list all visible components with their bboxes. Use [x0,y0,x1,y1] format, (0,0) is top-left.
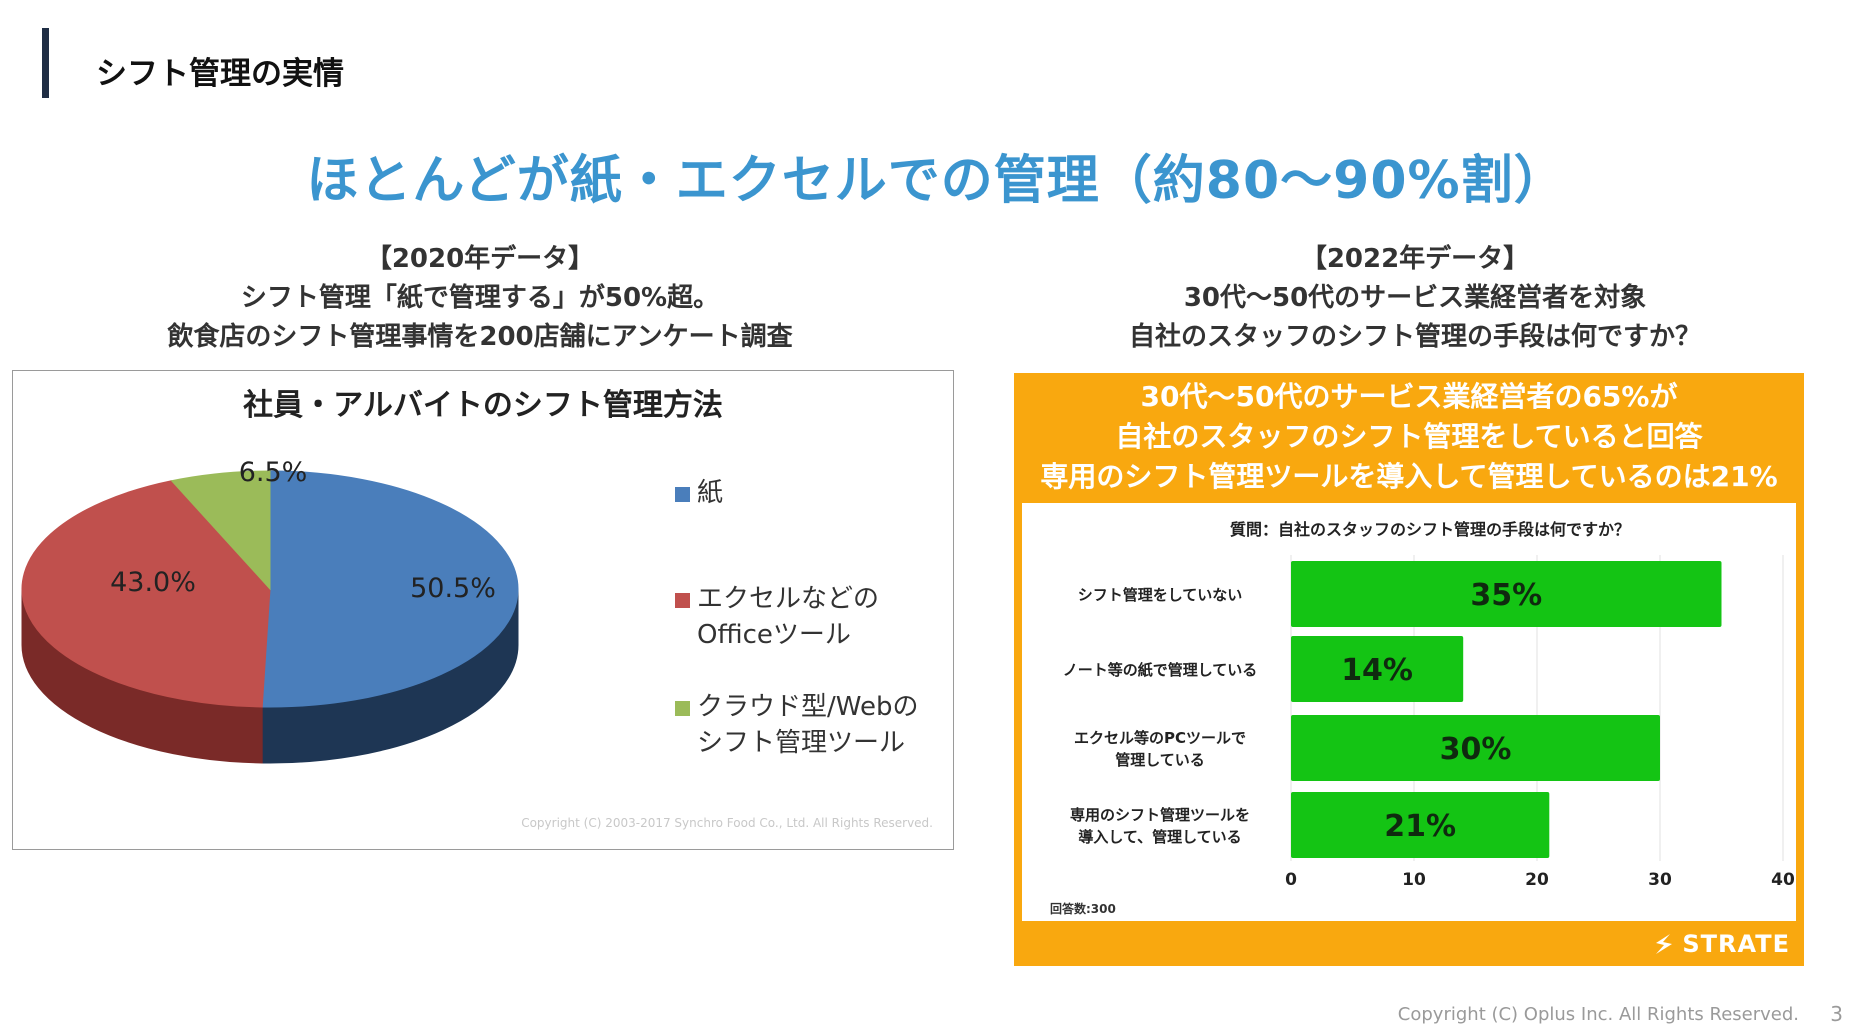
legend-swatch [675,701,690,716]
left-caption-line: 飲食店のシフト管理事情を200店舗にアンケート調査 [167,322,793,352]
section-title: シフト管理の実情 [96,56,344,92]
bar-data-label: 35% [1470,578,1542,613]
pie-title: 社員・アルバイトのシフト管理方法 [243,388,723,423]
bar [1291,636,1464,702]
pie-slice [170,470,271,591]
bar-chart-box: 質問：自社のスタッフのシフト管理の手段は何ですか？ 0 10 20 30 40 35% シフト… [1022,503,1796,921]
legend-label: 紙 [697,478,723,508]
x-tick-label: 10 [1402,870,1426,890]
headline: ほとんどが紙・エクセルでの管理（約80〜90%割） [306,151,1567,211]
legend-label: シフト管理ツール [697,728,905,758]
bar [1291,561,1722,627]
banner-line: 自社のスタッフのシフト管理をしていると回答 [1115,420,1703,453]
bar-data-label: 14% [1341,653,1413,688]
bar-category-label: 管理している [1115,751,1205,769]
bar-category-label: 専用のシフト管理ツールを [1070,806,1250,824]
pie-data-label: 50.5% [410,573,496,604]
survey-banner: 30代〜50代のサービス業経営者の65%が 自社のスタッフのシフト管理をしている… [1014,377,1804,497]
legend-label: Officeツール [697,620,851,650]
bar [1291,715,1660,781]
legend-swatch [675,593,690,608]
logo-text: STRATE [1682,930,1790,958]
x-tick-label: 0 [1285,870,1297,890]
footer-copyright: Copyright (C) Oplus Inc. All Rights Rese… [1397,1004,1799,1025]
banner-line: 30代〜50代のサービス業経営者の65%が [1140,380,1678,413]
pie-copyright: Copyright (C) 2003-2017 Synchro Food Co.… [521,816,933,830]
pie-slice [21,480,271,708]
bar-chart-title: 質問：自社のスタッフのシフト管理の手段は何ですか？ [1230,520,1630,539]
bar-chart: 質問：自社のスタッフのシフト管理の手段は何ですか？ 0 10 20 30 40 35% シフト… [1050,520,1795,916]
pie-slice [261,470,519,708]
pie-data-label: 6.5% [239,457,308,488]
legend-swatch [675,487,690,502]
bar-category-label: 導入して、管理している [1078,828,1241,846]
legend-label: エクセルなどの [697,584,879,614]
bar [1291,792,1550,858]
right-caption-line: 自社のスタッフのシフト管理の手段は何ですか？ [1128,322,1701,352]
bar-category-label: ノート等の紙で管理している [1063,661,1258,679]
x-tick-label: 30 [1648,870,1672,890]
pie-data-label: 43.0% [110,567,196,598]
bar-data-label: 21% [1384,809,1456,844]
pie-chart-panel: 社員・アルバイトのシフト管理方法 50.5% 43.0% 6.5% 紙エクセルなどの Of… [12,370,954,850]
banner-line: 専用のシフト管理ツールを導入して管理しているのは21% [1040,460,1778,493]
accent-bar [42,28,49,98]
survey-panel: 30代〜50代のサービス業経営者の65%が 自社のスタッフのシフト管理をしている… [1014,373,1804,966]
left-caption-line: 【2020年データ】 [365,244,595,274]
right-caption: 【2022年データ】 30代〜50代のサービス業経営者を対象 自社のスタッフのシ… [1015,240,1815,357]
right-caption-line: 【2022年データ】 [1300,244,1530,274]
x-tick-label: 40 [1771,870,1795,890]
right-caption-line: 30代〜50代のサービス業経営者を対象 [1183,283,1647,313]
left-caption-line: シフト管理「紙で管理する」が50%超。 [240,283,720,313]
response-count-note: 回答数:300 [1050,901,1116,916]
page-number: 3 [1830,1002,1843,1026]
bar-data-label: 30% [1440,732,1512,767]
legend-label: クラウド型/Webの [697,692,918,722]
bar-category-label: シフト管理をしていない [1078,586,1243,604]
logo-mark-icon [1656,934,1673,954]
bar-category-label: エクセル等のPCツールで [1074,729,1246,747]
x-tick-label: 20 [1525,870,1549,890]
left-caption: 【2020年データ】 シフト管理「紙で管理する」が50%超。 飲食店のシフト管理… [0,240,960,357]
strate-logo: STRATE [1650,930,1790,958]
